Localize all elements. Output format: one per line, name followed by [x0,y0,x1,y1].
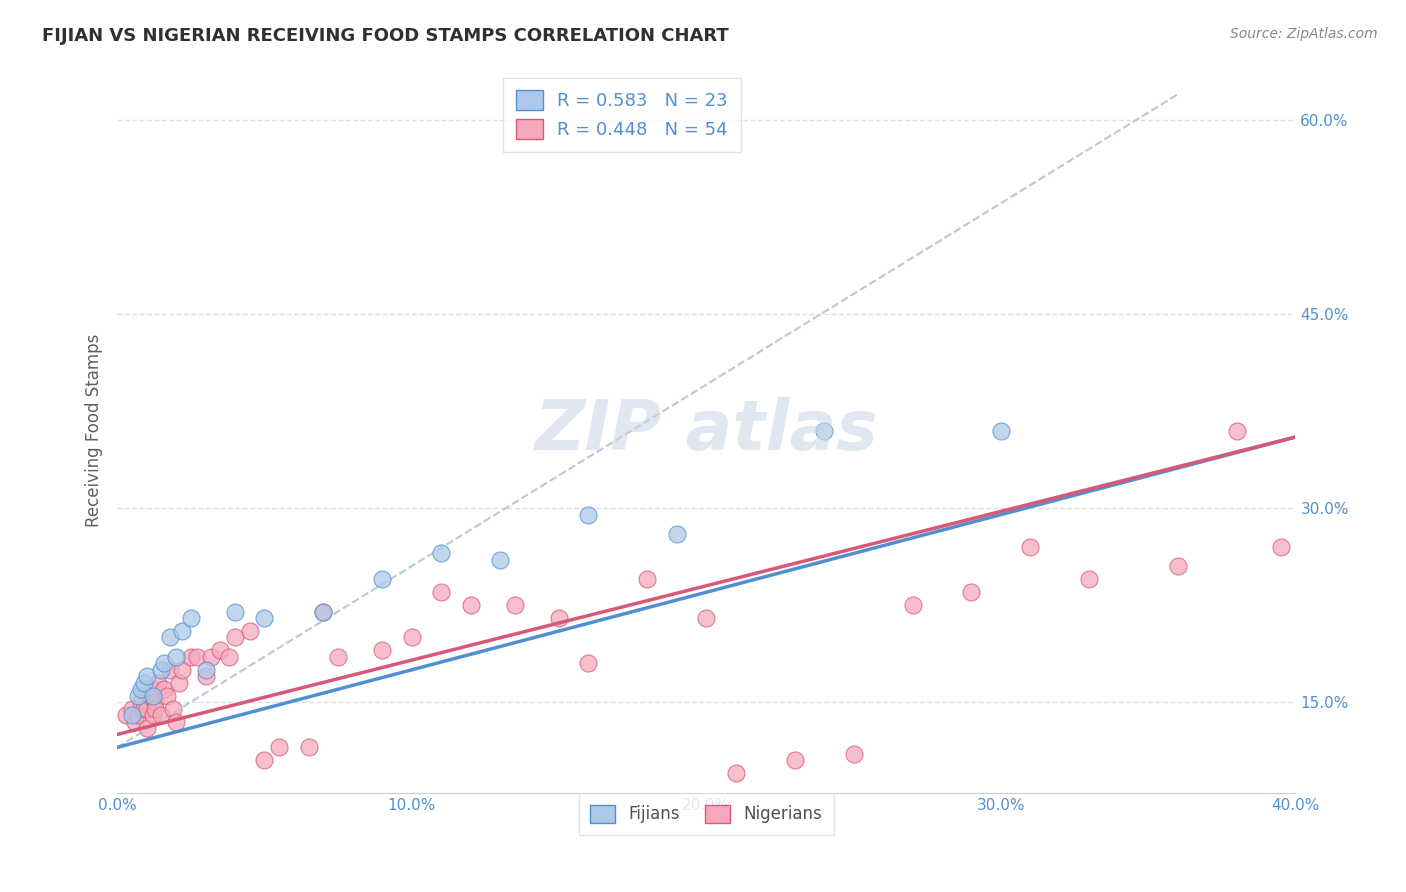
Point [269,740,291,755]
Point [430,546,453,560]
Point [253,611,276,625]
Point [239,624,262,638]
Point [170,624,193,638]
Point [371,643,394,657]
Point [194,669,217,683]
Point [312,605,335,619]
Point [209,643,232,657]
Point [138,689,160,703]
Point [548,611,571,625]
Point [150,663,173,677]
Point [1270,540,1292,554]
Point [135,721,157,735]
Point [127,708,149,723]
Point [167,675,190,690]
Point [401,631,423,645]
Point [194,663,217,677]
Point [135,701,157,715]
Point [121,708,143,723]
Point [159,631,181,645]
Point [578,657,600,671]
Point [842,747,865,761]
Point [200,649,222,664]
Point [153,657,176,671]
Point [218,649,240,664]
Point [783,753,806,767]
Point [695,611,717,625]
Text: Source: ZipAtlas.com: Source: ZipAtlas.com [1230,27,1378,41]
Text: ZIP atlas: ZIP atlas [534,397,879,464]
Point [170,663,193,677]
Point [153,682,176,697]
Point [1167,559,1189,574]
Point [312,605,335,619]
Point [1019,540,1042,554]
Point [162,701,184,715]
Point [180,649,202,664]
Point [165,714,187,729]
Point [156,689,179,703]
Point [141,689,163,703]
Point [129,682,152,697]
Point [489,553,512,567]
Point [115,708,138,723]
Point [145,695,167,709]
Point [159,663,181,677]
Point [132,675,155,690]
Point [148,675,170,690]
Point [298,740,321,755]
Point [135,669,157,683]
Point [578,508,600,522]
Point [960,585,983,599]
Point [127,689,149,703]
Point [990,424,1012,438]
Point [665,527,688,541]
Point [141,708,163,723]
Point [813,424,835,438]
Point [636,572,658,586]
Point [901,598,924,612]
Point [121,701,143,715]
Point [132,701,155,715]
Point [460,598,482,612]
Point [124,714,146,729]
Point [326,649,349,664]
Point [224,631,246,645]
Point [1225,424,1247,438]
Point [180,611,202,625]
Point [253,753,276,767]
Point [224,605,246,619]
Point [430,585,453,599]
Point [150,708,173,723]
Point [165,649,187,664]
Point [1078,572,1101,586]
Point [371,572,394,586]
Point [129,695,152,709]
Point [145,701,167,715]
Point [724,766,747,780]
Y-axis label: Receiving Food Stamps: Receiving Food Stamps [86,334,103,527]
Point [141,682,163,697]
Legend: Fijians, Nigerians: Fijians, Nigerians [579,793,834,835]
Point [503,598,526,612]
Point [186,649,208,664]
Text: FIJIAN VS NIGERIAN RECEIVING FOOD STAMPS CORRELATION CHART: FIJIAN VS NIGERIAN RECEIVING FOOD STAMPS… [42,27,728,45]
